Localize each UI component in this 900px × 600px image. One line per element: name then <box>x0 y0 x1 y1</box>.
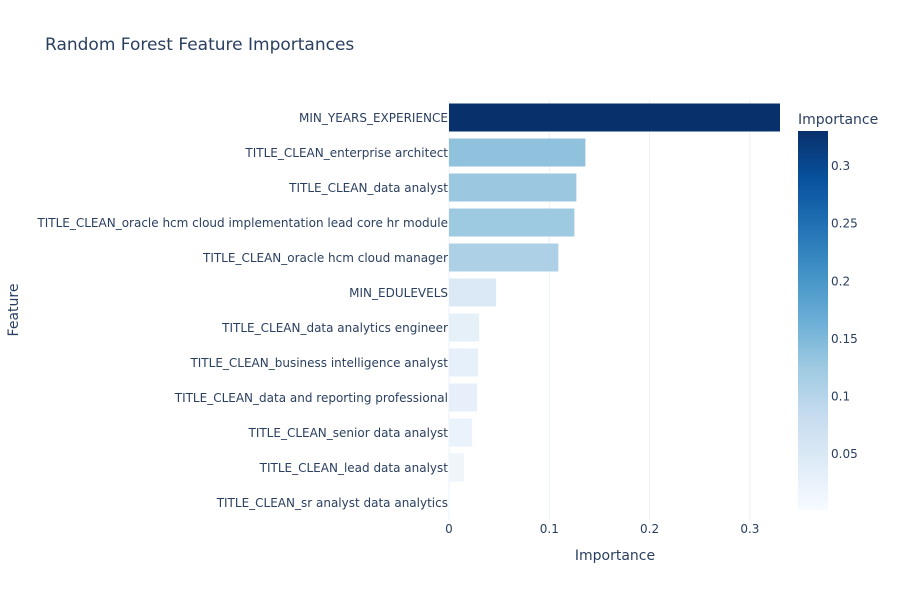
y-tick-label: TITLE_CLEAN_lead data analyst <box>259 461 449 475</box>
y-tick-label: MIN_EDULEVELS <box>349 286 448 300</box>
y-tick-label: TITLE_CLEAN_sr analyst data analytics <box>216 496 448 510</box>
colorbar: Importance 0.05 0.1 0.15 0.2 0.25 0.3 <box>798 112 878 510</box>
colorbar-tick-label: 0.25 <box>831 217 858 231</box>
y-tick-label: TITLE_CLEAN_senior data analyst <box>247 426 448 440</box>
bars <box>449 103 780 517</box>
colorbar-tick-label: 0.1 <box>831 389 850 403</box>
y-tick-label: TITLE_CLEAN_data analyst <box>288 181 448 195</box>
y-tick-label: TITLE_CLEAN_data and reporting professio… <box>174 391 448 405</box>
bar <box>449 418 473 447</box>
colorbar-tick-label: 0.2 <box>831 274 850 288</box>
x-tick-label: 0.2 <box>640 522 659 536</box>
bar <box>449 208 575 237</box>
bar <box>449 278 497 307</box>
bar <box>449 138 586 167</box>
x-tick-labels: 0 0.1 0.2 0.3 <box>445 522 759 536</box>
y-tick-label: MIN_YEARS_EXPERIENCE <box>299 111 448 125</box>
x-tick-label: 0 <box>445 522 453 536</box>
y-tick-label: TITLE_CLEAN_oracle hcm cloud manager <box>202 251 448 265</box>
x-tick-label: 0.3 <box>740 522 759 536</box>
x-tick-label: 0.1 <box>540 522 559 536</box>
y-tick-label: TITLE_CLEAN_enterprise architect <box>244 146 448 160</box>
bar <box>449 173 577 202</box>
colorbar-ticks: 0.05 0.1 0.15 0.2 0.25 0.3 <box>831 159 858 461</box>
bar <box>449 488 451 517</box>
bar <box>449 243 559 272</box>
bar <box>449 453 465 482</box>
y-tick-label: TITLE_CLEAN_oracle hcm cloud implementat… <box>36 216 448 230</box>
y-axis-label: Feature <box>6 284 22 337</box>
y-tick-labels: MIN_YEARS_EXPERIENCE TITLE_CLEAN_enterpri… <box>36 111 448 510</box>
chart-title: Random Forest Feature Importances <box>45 35 354 55</box>
bar <box>449 383 478 412</box>
colorbar-tick-label: 0.05 <box>831 447 858 461</box>
bar <box>449 348 479 377</box>
x-axis-label: Importance <box>575 548 655 564</box>
colorbar-gradient <box>798 131 828 510</box>
colorbar-title: Importance <box>798 112 878 128</box>
colorbar-tick-label: 0.15 <box>831 332 858 346</box>
bar <box>449 103 780 132</box>
y-tick-label: TITLE_CLEAN_data analytics engineer <box>221 321 448 335</box>
bar <box>449 313 480 342</box>
grid-lines <box>448 100 751 520</box>
y-tick-label: TITLE_CLEAN_business intelligence analys… <box>189 356 448 370</box>
colorbar-tick-label: 0.3 <box>831 159 850 173</box>
